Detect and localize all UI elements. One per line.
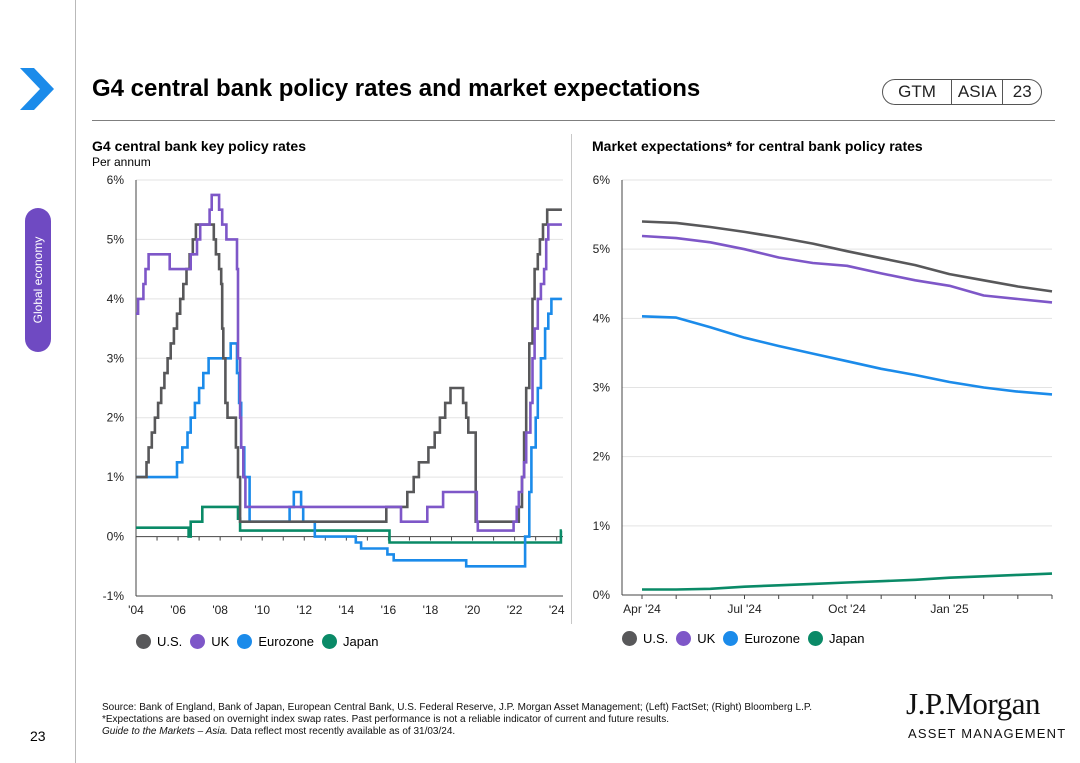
legend-swatch [322,634,338,649]
right-y-tick-label: 5% [593,242,611,256]
legend-item: Japan [808,631,864,646]
legend-label: UK [211,634,230,649]
right-chart-title: Market expectations* for central bank po… [592,138,923,154]
right-y-tick-label: 2% [593,450,611,464]
page-number: 23 [30,728,46,744]
legend-item: UK [190,634,229,649]
right-y-tick-label: 6% [593,173,611,187]
legend-label: UK [697,631,716,646]
left-series-us-line [136,208,562,523]
left-series-eurozone-line [136,297,562,568]
chart-divider [571,134,572,624]
right-x-tick-label: Oct '24 [828,602,866,616]
legend-item: Eurozone [723,631,800,646]
footnote-guide: Guide to the Markets – Asia. Data reflec… [102,726,872,738]
footnote-source: Source: Bank of England, Bank of Japan, … [102,702,813,713]
left-x-tick-label: '08 [212,603,228,617]
chevron-right-icon [20,68,54,110]
left-y-tick-label: 6% [107,173,125,187]
legend-label: Eurozone [258,634,315,649]
left-x-tick-label: '18 [423,603,439,617]
legend-swatch [723,631,739,646]
left-x-tick-label: '12 [296,603,312,617]
right-y-tick-label: 0% [593,588,611,602]
right-x-tick-label: Jul '24 [727,602,762,616]
jpmorgan-logo: J.P.Morgan [906,686,1040,721]
title-underline [92,120,1055,121]
left-x-tick-label: '16 [381,603,397,617]
left-x-tick-label: '10 [254,603,270,617]
gtm-badge: GTM ASIA 23 [882,79,1042,105]
footnote: Source: Bank of England, Bank of Japan, … [102,702,872,738]
section-tab[interactable]: Global economy [25,208,51,352]
left-margin-rule [75,0,76,763]
badge-gtm: GTM [883,80,953,104]
left-series-japan-line [136,505,563,544]
left-y-tick-label: 5% [107,232,125,246]
left-x-tick-label: '20 [465,603,481,617]
right-x-tick-label: Jan '25 [930,602,969,616]
asset-management-label: ASSET MANAGEMENT [908,726,1067,741]
legend-item: U.S. [136,634,182,649]
page-title: G4 central bank policy rates and market … [92,75,701,102]
legend-swatch [190,634,206,649]
legend-swatch [136,634,151,649]
left-chart-subtitle: Per annum [92,155,151,169]
left-y-tick-label: 2% [107,411,125,425]
right-series-japan-line [642,572,1053,591]
right-series-eurozone-line [641,315,1053,396]
legend-label: U.S. [157,634,183,649]
legend-label: U.S. [643,631,669,646]
legend-item: U.S. [622,631,668,646]
right-y-tick-label: 1% [593,519,611,533]
legend-label: Japan [829,631,865,646]
left-x-tick-label: '24 [549,603,565,617]
right-chart-legend: U.S. UK Eurozone Japan [622,631,872,646]
legend-swatch [237,634,253,649]
right-y-tick-label: 3% [593,381,611,395]
legend-item: UK [676,631,715,646]
left-y-tick-label: 0% [107,530,125,544]
left-x-tick-label: '22 [507,603,523,617]
left-y-tick-label: -1% [103,589,125,603]
footnote-guide-rest: Data reflect most recently available as … [227,726,456,737]
legend-item: Eurozone [237,634,314,649]
footnote-note: *Expectations are based on overnight ind… [102,714,669,725]
right-series-us-line [641,220,1053,293]
right-x-tick-label: Apr '24 [623,602,661,616]
right-y-tick-label: 4% [593,311,611,325]
legend-swatch [676,631,692,646]
left-y-tick-label: 3% [107,351,125,365]
left-series-uk-line [136,193,562,532]
left-x-tick-label: '14 [339,603,355,617]
legend-label: Eurozone [744,631,801,646]
left-x-tick-label: '06 [170,603,186,617]
right-series-uk-line [641,234,1053,304]
legend-item: Japan [322,634,378,649]
legend-swatch [808,631,824,646]
badge-page: 23 [1012,82,1032,101]
badge-region: ASIA [952,80,1004,104]
legend-swatch [622,631,637,646]
left-y-tick-label: 4% [107,292,125,306]
left-chart-title: G4 central bank key policy rates [92,138,306,154]
left-chart-legend: U.S. UK Eurozone Japan [136,634,386,649]
footnote-guide-italic: Guide to the Markets – Asia. [102,726,228,737]
left-x-tick-label: '04 [128,603,144,617]
legend-label: Japan [343,634,379,649]
left-y-tick-label: 1% [107,470,125,484]
